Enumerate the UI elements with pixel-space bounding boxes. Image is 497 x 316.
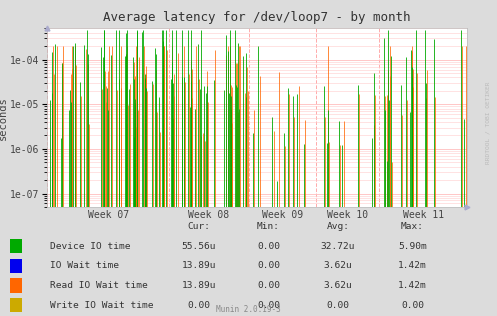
Text: Device IO time: Device IO time: [50, 242, 130, 251]
FancyBboxPatch shape: [10, 259, 22, 273]
Text: 0.00: 0.00: [327, 301, 349, 310]
Text: 13.89u: 13.89u: [181, 261, 216, 270]
Text: Max:: Max:: [401, 222, 424, 231]
Text: IO Wait time: IO Wait time: [50, 261, 119, 270]
FancyBboxPatch shape: [10, 278, 22, 293]
Text: 13.89u: 13.89u: [181, 281, 216, 290]
Text: 5.90m: 5.90m: [398, 242, 427, 251]
Text: Avg:: Avg:: [327, 222, 349, 231]
Text: Munin 2.0.19-3: Munin 2.0.19-3: [216, 305, 281, 314]
Text: 0.00: 0.00: [257, 242, 280, 251]
Title: Average latency for /dev/loop7 - by month: Average latency for /dev/loop7 - by mont…: [103, 11, 411, 25]
Text: Read IO Wait time: Read IO Wait time: [50, 281, 148, 290]
Text: 0.00: 0.00: [187, 301, 210, 310]
Text: 3.62u: 3.62u: [324, 261, 352, 270]
Text: RRDTOOL / TOBI OETIKER: RRDTOOL / TOBI OETIKER: [486, 82, 491, 165]
Text: 0.00: 0.00: [257, 261, 280, 270]
Text: 0.00: 0.00: [257, 301, 280, 310]
Text: 1.42m: 1.42m: [398, 261, 427, 270]
Text: 1.42m: 1.42m: [398, 281, 427, 290]
FancyBboxPatch shape: [10, 298, 22, 312]
Text: Cur:: Cur:: [187, 222, 210, 231]
Text: 0.00: 0.00: [401, 301, 424, 310]
FancyBboxPatch shape: [10, 239, 22, 253]
Text: 0.00: 0.00: [257, 281, 280, 290]
Text: Write IO Wait time: Write IO Wait time: [50, 301, 153, 310]
Y-axis label: seconds: seconds: [0, 96, 7, 140]
Text: Min:: Min:: [257, 222, 280, 231]
Text: 32.72u: 32.72u: [321, 242, 355, 251]
Text: 55.56u: 55.56u: [181, 242, 216, 251]
Text: 3.62u: 3.62u: [324, 281, 352, 290]
